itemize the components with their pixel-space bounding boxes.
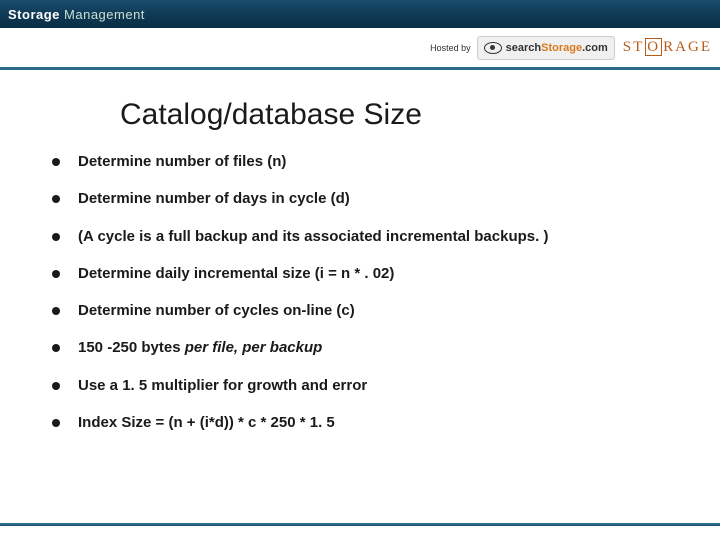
bullet-item: Determine number of days in cycle (d) — [52, 189, 680, 209]
bullet-item: Determine daily incremental size (i = n … — [52, 264, 680, 284]
eye-icon — [484, 42, 502, 54]
bullet-item: Determine number of cycles on-line (c) — [52, 301, 680, 321]
header-title-bold: Storage — [8, 7, 60, 22]
bullet-item: Determine number of files (n) — [52, 152, 680, 172]
hosted-by-label: Hosted by — [430, 43, 471, 53]
slide-title: Catalog/database Size — [120, 98, 720, 132]
header-title: Storage Management — [8, 7, 145, 22]
sponsor-row: Hosted by searchStorage.com STORAGE — [0, 28, 720, 70]
search-suffix: .com — [582, 42, 608, 54]
bullet-item: (A cycle is a full backup and its associ… — [52, 227, 680, 247]
header-title-light: Management — [64, 7, 145, 22]
storage-magazine-logo: STORAGE — [623, 39, 712, 56]
bullet-item: Index Size = (n + (i*d)) * c * 250 * 1. … — [52, 413, 680, 433]
bullet-list: Determine number of files (n) Determine … — [0, 152, 720, 433]
bullet-item: 150 -250 bytes per file, per backup — [52, 338, 680, 358]
search-orange: Storage — [541, 42, 582, 54]
search-logo-text: searchStorage.com — [506, 42, 608, 54]
footer-accent-line — [0, 523, 720, 526]
bullet-item: Use a 1. 5 multiplier for growth and err… — [52, 376, 680, 396]
search-storage-logo: searchStorage.com — [477, 36, 615, 60]
search-prefix: search — [506, 42, 541, 54]
header-bar: Storage Management — [0, 0, 720, 28]
